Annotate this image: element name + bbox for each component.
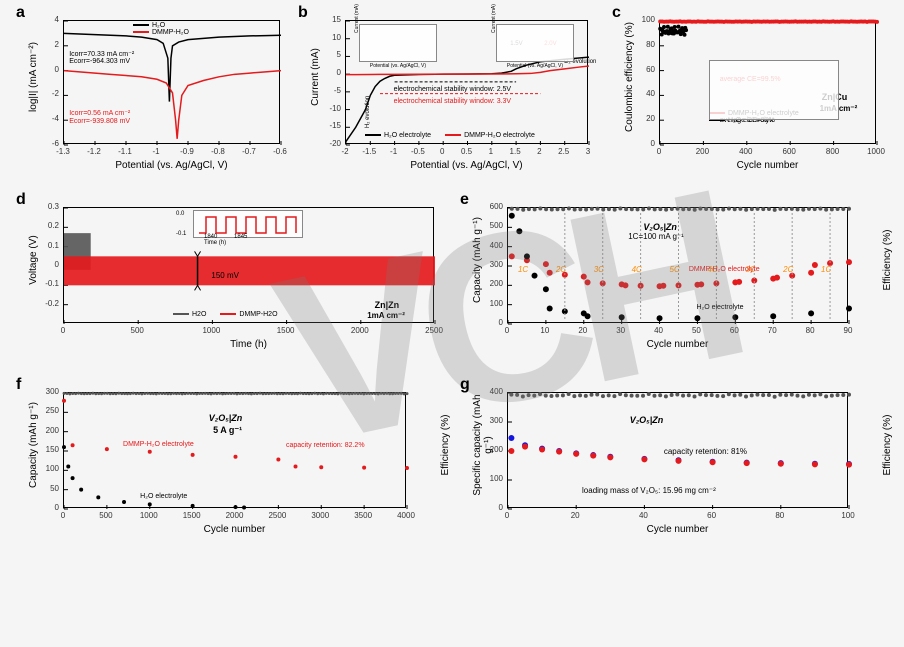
xlabel: Time (h): [63, 339, 434, 350]
annotation: 150 mV: [211, 271, 239, 280]
annotation: V₂O₅|Zn: [630, 415, 664, 425]
rate-label: 2C: [556, 265, 566, 274]
annotation: Zn|Zn: [375, 300, 400, 310]
ylabel2: Efficiency (%): [882, 215, 893, 305]
xlabel: Cycle number: [659, 160, 876, 171]
plot-area: [63, 392, 406, 508]
annotation: capacity retention: 81%: [664, 447, 747, 456]
panel-a: a-1.3-1.2-1.1-1-0.9-0.8-0.7-0.6-6-4-2024…: [18, 8, 292, 178]
annotation: 1C=100 mA g⁻¹: [628, 232, 684, 241]
inset: [709, 60, 839, 120]
rate-label: 2C: [783, 265, 793, 274]
annotation: V₂O₅|Zn: [643, 222, 677, 232]
annotation: electrochemical stability window: 3.3V: [394, 98, 512, 105]
xlabel: Cycle number: [507, 339, 848, 350]
ylabel: Specific capacity (mAh g⁻¹): [472, 390, 494, 500]
panel-d: d05001000150020002500-0.2-0.100.10.20.3T…: [18, 195, 446, 357]
annotation: DMMP-H₂O electrolyte: [123, 441, 194, 448]
annotation: H₂ evolution: [365, 95, 371, 127]
ylabel2: Efficiency (%): [882, 400, 893, 490]
ylabel: log|I| (mA cm⁻²): [28, 22, 39, 132]
annotation: loading mass of V₂O₅: 15.96 mg cm⁻²: [582, 486, 716, 495]
panel-g: g0204060801000100200300400Cycle numberSp…: [462, 380, 888, 542]
xlabel: Potential (vs. Ag/AgCl, V): [345, 160, 588, 171]
panel-label-b: b: [298, 4, 308, 22]
ylabel: Voltage (V): [28, 205, 39, 315]
inset: Potential (vs. Ag/AgCl, V)Current (mA): [359, 24, 437, 62]
rate-label: 5C: [670, 265, 680, 274]
rate-label: 3C: [594, 265, 604, 274]
panel-label-e: e: [460, 191, 469, 209]
annotation: 5 A g⁻¹: [213, 425, 242, 436]
annotation: electrochemical stability window: 2.5V: [394, 86, 512, 93]
xlabel: Cycle number: [507, 524, 848, 535]
panel-label-g: g: [460, 376, 470, 394]
annotation: H₂O electrolyte: [140, 493, 187, 500]
annotation: V₂O₅|Zn: [209, 413, 243, 423]
panel-e: e01020304050607080900100200300400500600C…: [462, 195, 888, 357]
annotation: capacity retention: 82.2%: [286, 442, 365, 449]
annotation: 1mA cm⁻²: [367, 311, 405, 320]
inset: 1840 1845Time (h)0.0-0.1: [193, 210, 303, 238]
annotation: Icorr=70.33 mA cm⁻²: [69, 50, 134, 58]
panel-label-c: c: [612, 4, 621, 22]
panel-c: c02004006008001000020406080100Cycle numb…: [614, 8, 888, 178]
legend: H2ODMMP-H2O: [173, 311, 292, 318]
ylabel: Coulombic efficiency (%): [624, 22, 635, 132]
annotation: Ecorr=-939.808 mV: [69, 118, 130, 125]
plot-area: [63, 20, 280, 144]
legend: H₂ODMMP-H₂O: [133, 22, 189, 36]
panel-b: b-2-1.5-1-0.500.511.522.53-20-15-10-5051…: [300, 8, 600, 178]
panel-f: f050010001500200025003000350040000501001…: [18, 380, 446, 542]
ylabel: Capacity (mAh g⁻¹): [472, 205, 483, 315]
ylabel: Capacity (mAh g⁻¹): [28, 390, 39, 500]
annotation: Ecorr=-964.303 mV: [69, 58, 130, 65]
legend: H₂O electrolyteDMMP-H₂O electrolyte: [365, 132, 549, 139]
xlabel: Cycle number: [63, 524, 406, 535]
annotation: DMMP-H₂O electrolyte: [689, 266, 760, 273]
ylabel: Current (mA): [310, 22, 321, 132]
inset: Potential (vs. Ag/AgCl, V)Current (mA): [496, 24, 574, 62]
rate-label: 4C: [632, 265, 642, 274]
panel-label-a: a: [16, 4, 25, 22]
ylabel2: Efficiency (%): [440, 400, 451, 490]
rate-label: 1C: [518, 265, 528, 274]
panel-label-f: f: [16, 376, 21, 394]
xlabel: Potential (vs. Ag/AgCl, V): [63, 160, 280, 171]
panel-label-d: d: [16, 191, 26, 209]
rate-label: 1C: [821, 265, 831, 274]
annotation: Icorr=0.56 mA cm⁻²: [69, 109, 130, 117]
annotation: H₂O electrolyte: [696, 304, 743, 311]
